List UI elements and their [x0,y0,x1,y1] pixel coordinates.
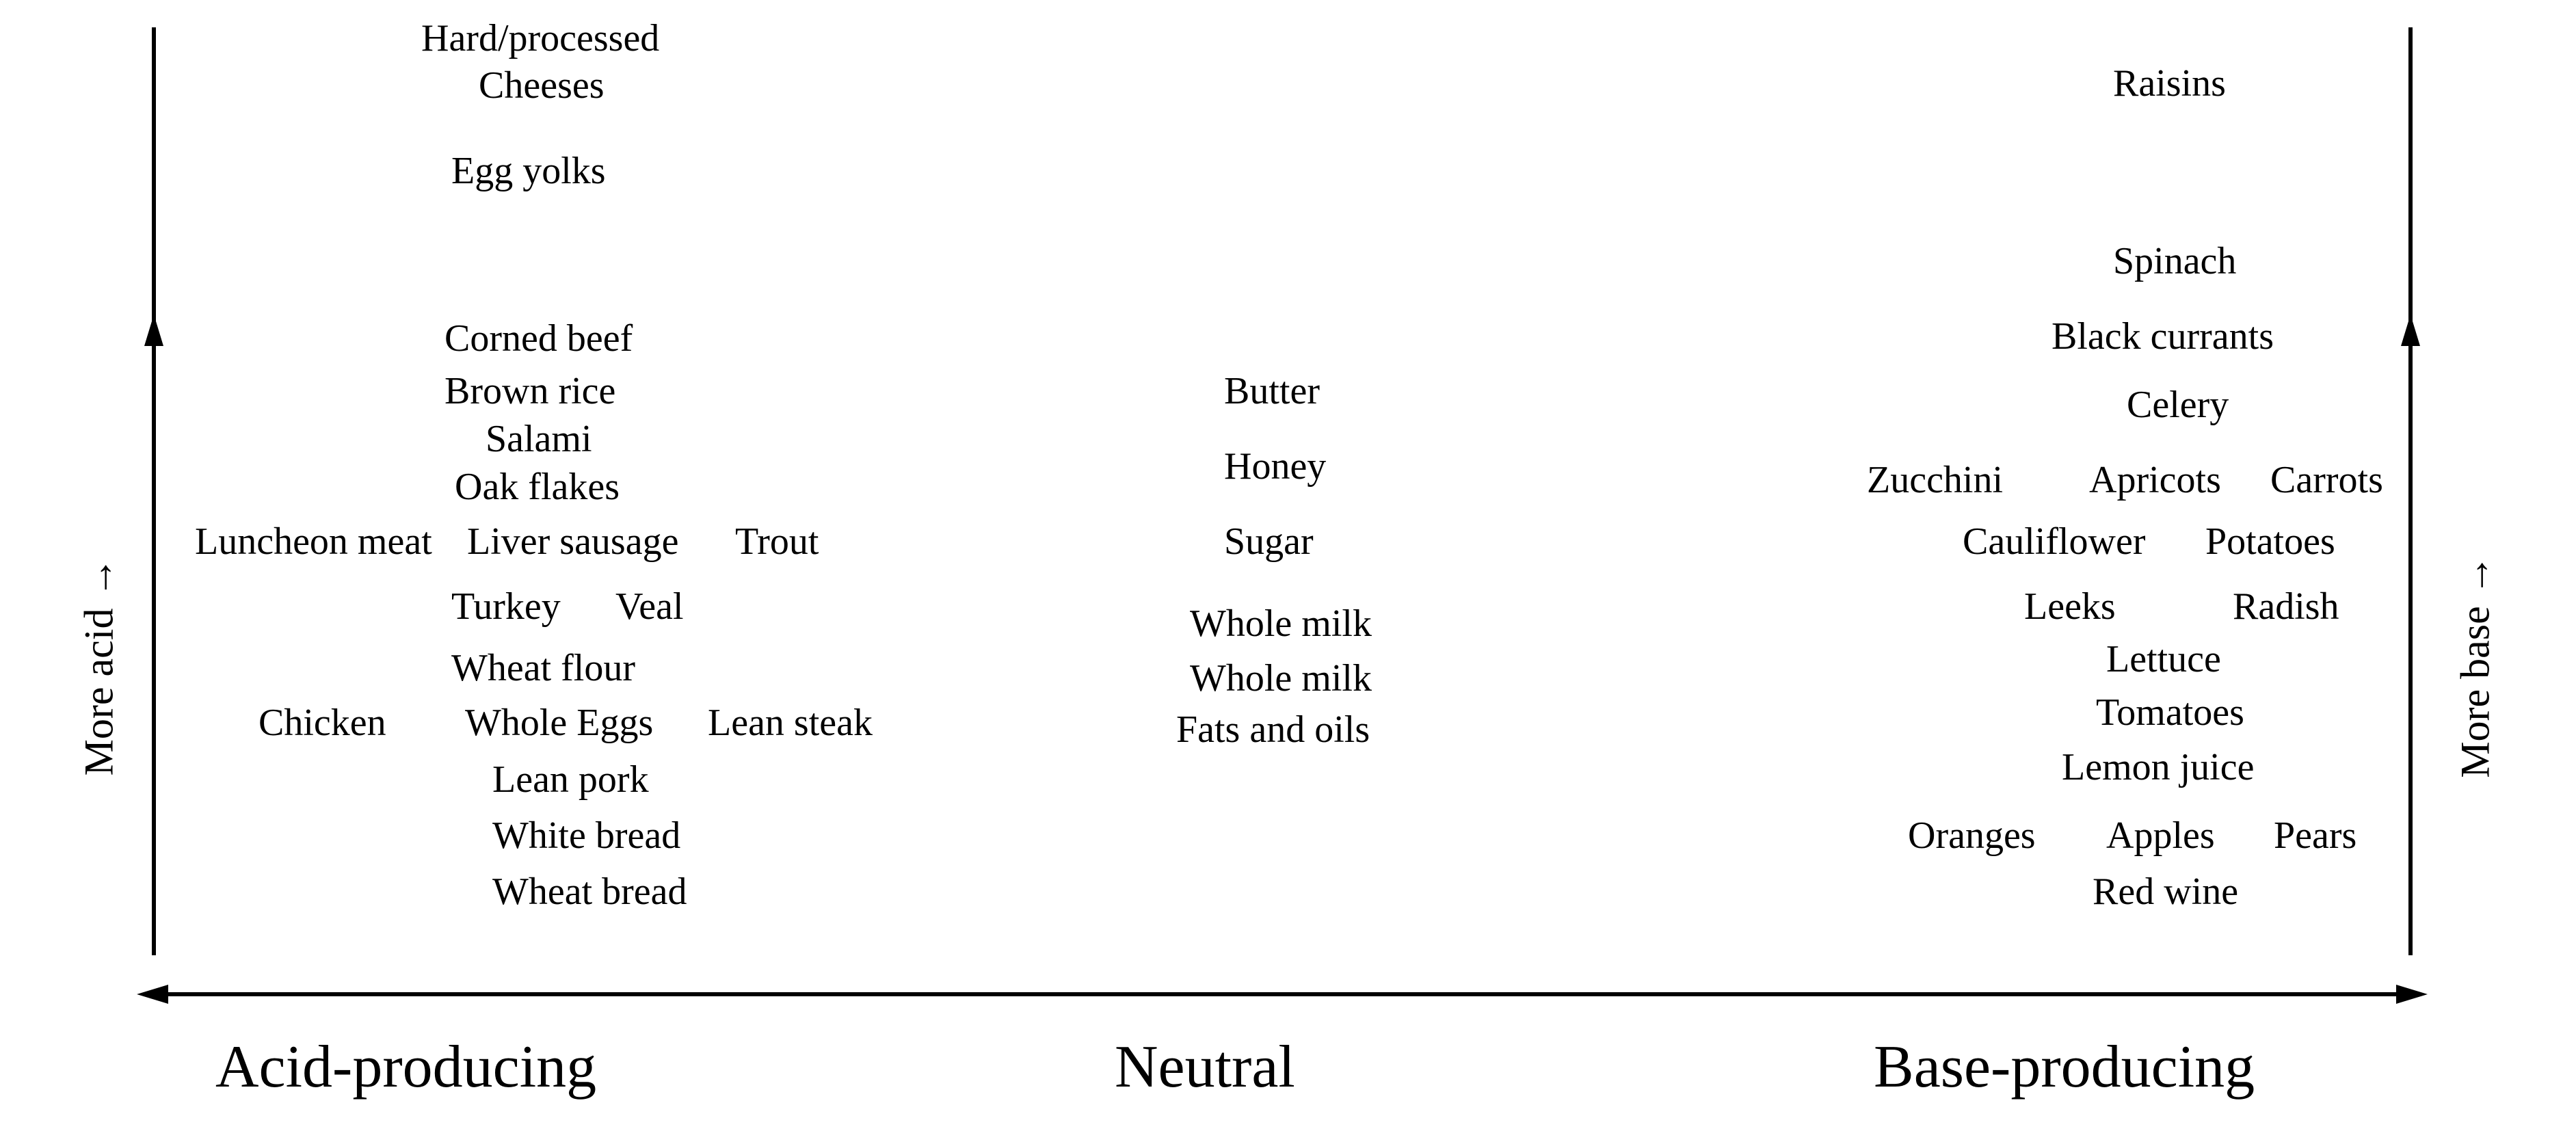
axis-left-label: More acid → [76,462,123,872]
food-acid-16: Lean pork [492,758,649,801]
food-acid-6: Oak flakes [455,465,620,509]
food-base-9: Leeks [2024,585,2116,628]
axis-category-0: Acid-producing [215,1033,596,1102]
food-base-7: Cauliflower [1963,520,2145,563]
food-neutral-0: Butter [1224,369,1320,413]
food-neutral-3: Whole milk [1190,602,1372,646]
food-base-3: Celery [2127,383,2229,427]
food-acid-0: Hard/processed [421,16,659,60]
food-neutral-1: Honey [1224,444,1326,488]
food-acid-5: Salami [486,417,592,461]
food-base-17: Red wine [2093,870,2238,914]
food-base-13: Lemon juice [2062,745,2254,789]
food-neutral-2: Sugar [1224,520,1314,563]
food-acid-14: Whole Eggs [465,701,653,745]
food-base-5: Apricots [2089,458,2221,502]
food-acid-1: Cheeses [479,64,605,107]
food-base-15: Apples [2106,814,2215,857]
food-acid-7: Luncheon meat [195,520,432,563]
food-base-1: Spinach [2113,239,2236,283]
food-base-8: Potatoes [2205,520,2335,563]
axis-left-arrow-icon [144,315,163,346]
food-neutral-4: Whole milk [1190,656,1372,700]
axis-bottom-line [168,992,2396,996]
food-acid-10: Turkey [451,585,561,628]
food-neutral-5: Fats and oils [1176,708,1370,751]
axis-category-1: Neutral [1115,1033,1295,1102]
food-acid-11: Veal [615,585,684,628]
food-acid-2: Egg yolks [451,149,606,193]
food-acid-17: White bread [492,814,680,857]
food-base-16: Pears [2274,814,2356,857]
food-acid-3: Corned beef [444,317,633,360]
axis-bottom-arrow-right-icon [2396,985,2428,1004]
food-base-14: Oranges [1908,814,2036,857]
axis-bottom-arrow-left-icon [137,985,168,1004]
food-base-12: Tomatoes [2096,691,2244,734]
food-acid-4: Brown rice [444,369,615,413]
axis-left-line [152,27,156,955]
food-base-0: Raisins [2113,62,2226,105]
food-acid-15: Lean steak [708,701,873,745]
food-acid-9: Trout [735,520,819,563]
food-base-11: Lettuce [2106,637,2221,681]
axis-right-label: More base → [2452,462,2499,872]
food-base-4: Zucchini [1867,458,2003,502]
axis-right-arrow-icon [2401,315,2420,346]
food-base-10: Radish [2233,585,2339,628]
food-base-2: Black currants [2051,315,2274,358]
food-base-6: Carrots [2270,458,2383,502]
food-acid-13: Chicken [258,701,386,745]
axis-category-2: Base-producing [1874,1033,2255,1102]
food-acid-18: Wheat bread [492,870,687,914]
diagram-stage: More acid → More base → Acid-producing Neut… [0,0,2576,1144]
food-acid-12: Wheat flour [451,646,635,690]
food-acid-8: Liver sausage [467,520,678,563]
axis-right-line [2408,27,2413,955]
